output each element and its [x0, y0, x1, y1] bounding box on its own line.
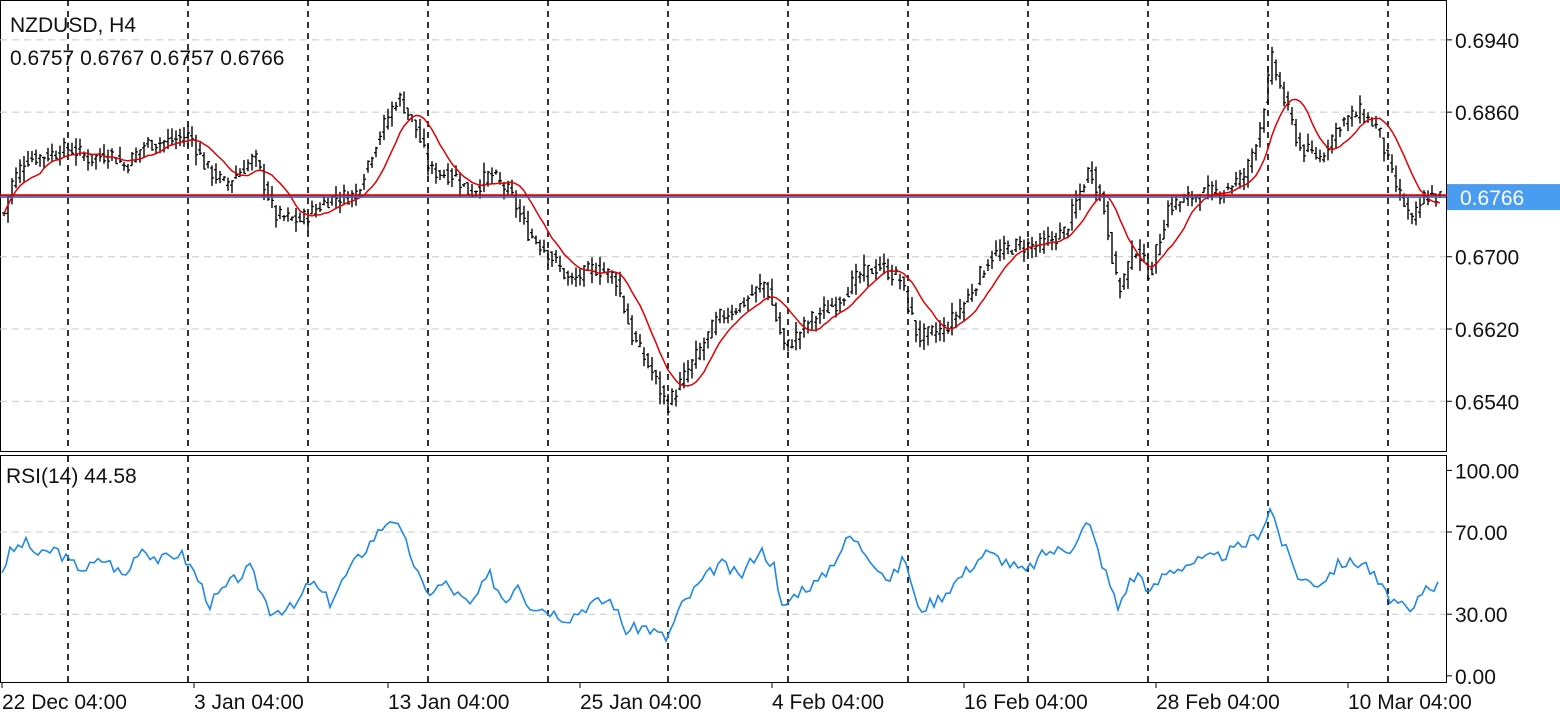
- ohlc-values: 0.6757 0.6767 0.6757 0.6766: [10, 47, 285, 70]
- time-tick-label: 16 Feb 04:00: [964, 691, 1088, 714]
- rsi-tick-label: 0.00: [1455, 666, 1496, 689]
- current-price-label: 0.6766: [1460, 187, 1524, 210]
- rsi-title: RSI(14) 44.58: [6, 465, 137, 488]
- time-tick-label: 10 Mar 04:00: [1348, 691, 1472, 714]
- time-tick-label: 13 Jan 04:00: [388, 691, 509, 714]
- grid-lines: [0, 39, 1446, 615]
- moving-average-path: [3, 98, 1441, 387]
- rsi-tick-label: 30.00: [1455, 604, 1508, 627]
- rsi-series: [1, 506, 1439, 643]
- price-panel-frame: [0, 0, 1447, 452]
- price-tick-label: 0.6940: [1455, 30, 1519, 53]
- rsi-line: [1, 506, 1439, 643]
- time-tick-label: 4 Feb 04:00: [772, 691, 884, 714]
- time-tick-label: 3 Jan 04:00: [194, 691, 304, 714]
- moving-average-line: [3, 98, 1441, 387]
- current-price-tag: [1447, 184, 1560, 211]
- axis-labels: 0.6940 0.6860 0.6700 0.6620 0.6540 100.00 70.0…: [1446, 30, 1519, 689]
- time-tick-label: 28 Feb 04:00: [1156, 691, 1280, 714]
- ohlc-bars: [2, 46, 1442, 416]
- rsi-tick-label: 70.00: [1455, 522, 1508, 545]
- time-tick-label: 22 Dec 04:00: [2, 691, 127, 714]
- price-lines: 0.6766: [0, 184, 1560, 211]
- time-axis-labels: 22 Dec 04:00 3 Jan 04:00 13 Jan 04:00 25 Ja…: [1, 682, 1472, 714]
- price-tick-label: 0.6540: [1455, 391, 1519, 414]
- price-tick-label: 0.6620: [1455, 319, 1519, 342]
- rsi-panel-frame: [0, 455, 1447, 683]
- price-tick-label: 0.6700: [1455, 247, 1519, 270]
- rsi-tick-label: 100.00: [1455, 460, 1519, 483]
- period-separators: [67, 0, 1389, 682]
- time-tick-label: 25 Jan 04:00: [580, 691, 701, 714]
- symbol-timeframe: NZDUSD, H4: [10, 14, 137, 37]
- price-tick-label: 0.6860: [1455, 102, 1519, 125]
